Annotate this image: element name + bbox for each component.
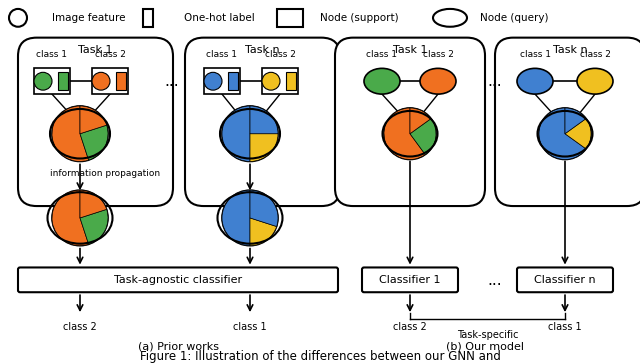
- Text: Task 1: Task 1: [78, 44, 113, 55]
- Bar: [204, 68, 240, 94]
- Circle shape: [539, 108, 591, 159]
- Text: class 1: class 1: [367, 50, 397, 59]
- Bar: [92, 68, 128, 94]
- Circle shape: [262, 72, 280, 90]
- Wedge shape: [410, 119, 436, 155]
- Text: class 1: class 1: [207, 50, 237, 59]
- Circle shape: [222, 190, 278, 246]
- Wedge shape: [80, 190, 107, 218]
- Wedge shape: [52, 106, 89, 162]
- Circle shape: [92, 72, 110, 90]
- Text: ...: ...: [164, 74, 179, 89]
- Wedge shape: [250, 190, 278, 226]
- FancyBboxPatch shape: [517, 268, 613, 292]
- FancyBboxPatch shape: [18, 37, 173, 206]
- Wedge shape: [410, 108, 431, 134]
- Circle shape: [34, 72, 52, 90]
- Text: Node (support): Node (support): [320, 13, 399, 23]
- Bar: [116, 72, 126, 90]
- Bar: [58, 72, 68, 90]
- Text: class 1: class 1: [520, 50, 550, 59]
- Bar: [228, 72, 238, 90]
- Wedge shape: [80, 125, 108, 160]
- Circle shape: [204, 72, 222, 90]
- Text: (a) Prior works: (a) Prior works: [138, 342, 218, 352]
- Wedge shape: [250, 218, 276, 246]
- Text: class 2: class 2: [95, 50, 125, 59]
- Text: class 2: class 2: [580, 50, 611, 59]
- Text: Task-specific: Task-specific: [457, 330, 518, 340]
- Text: class 2: class 2: [264, 50, 296, 59]
- Text: One-hot label: One-hot label: [184, 13, 255, 23]
- Bar: [34, 68, 70, 94]
- Wedge shape: [222, 190, 250, 246]
- Ellipse shape: [433, 9, 467, 27]
- Wedge shape: [80, 209, 108, 244]
- Bar: [277, 9, 303, 27]
- Wedge shape: [565, 119, 591, 149]
- Circle shape: [222, 106, 278, 162]
- Text: information propagation: information propagation: [50, 169, 160, 178]
- Text: class 1: class 1: [233, 322, 267, 332]
- Text: class 2: class 2: [422, 50, 453, 59]
- Text: (b) Our model: (b) Our model: [446, 342, 524, 352]
- Wedge shape: [52, 190, 89, 246]
- FancyBboxPatch shape: [18, 268, 338, 292]
- Wedge shape: [250, 134, 278, 162]
- Circle shape: [9, 9, 27, 27]
- FancyBboxPatch shape: [362, 268, 458, 292]
- Bar: [286, 72, 296, 90]
- Ellipse shape: [364, 68, 400, 94]
- Wedge shape: [250, 106, 278, 134]
- Text: ...: ...: [488, 74, 502, 89]
- Ellipse shape: [577, 68, 613, 94]
- Text: ...: ...: [488, 273, 502, 288]
- Wedge shape: [565, 108, 586, 134]
- Ellipse shape: [517, 68, 553, 94]
- Text: class 1: class 1: [36, 50, 67, 59]
- FancyBboxPatch shape: [185, 37, 340, 206]
- Circle shape: [384, 108, 436, 159]
- Text: Task n: Task n: [245, 44, 280, 55]
- Text: class 2: class 2: [63, 322, 97, 332]
- Text: Task-agnostic classifier: Task-agnostic classifier: [114, 275, 242, 285]
- Wedge shape: [384, 108, 426, 159]
- Text: class 1: class 1: [548, 322, 582, 332]
- Wedge shape: [222, 106, 250, 162]
- Ellipse shape: [420, 68, 456, 94]
- Circle shape: [52, 190, 108, 246]
- Text: Figure 1: Illustration of the differences between our GNN and: Figure 1: Illustration of the difference…: [140, 350, 500, 363]
- Bar: [262, 68, 298, 94]
- Text: Task n: Task n: [553, 44, 588, 55]
- Bar: [143, 9, 153, 27]
- Wedge shape: [539, 108, 586, 159]
- Text: Classifier n: Classifier n: [534, 275, 596, 285]
- FancyBboxPatch shape: [335, 37, 485, 206]
- Text: class 2: class 2: [393, 322, 427, 332]
- Text: Task 1: Task 1: [393, 44, 428, 55]
- Circle shape: [52, 106, 108, 162]
- Text: Image feature: Image feature: [52, 13, 125, 23]
- Text: Node (query): Node (query): [480, 13, 548, 23]
- Text: Classifier 1: Classifier 1: [380, 275, 441, 285]
- Wedge shape: [80, 106, 107, 134]
- FancyBboxPatch shape: [495, 37, 640, 206]
